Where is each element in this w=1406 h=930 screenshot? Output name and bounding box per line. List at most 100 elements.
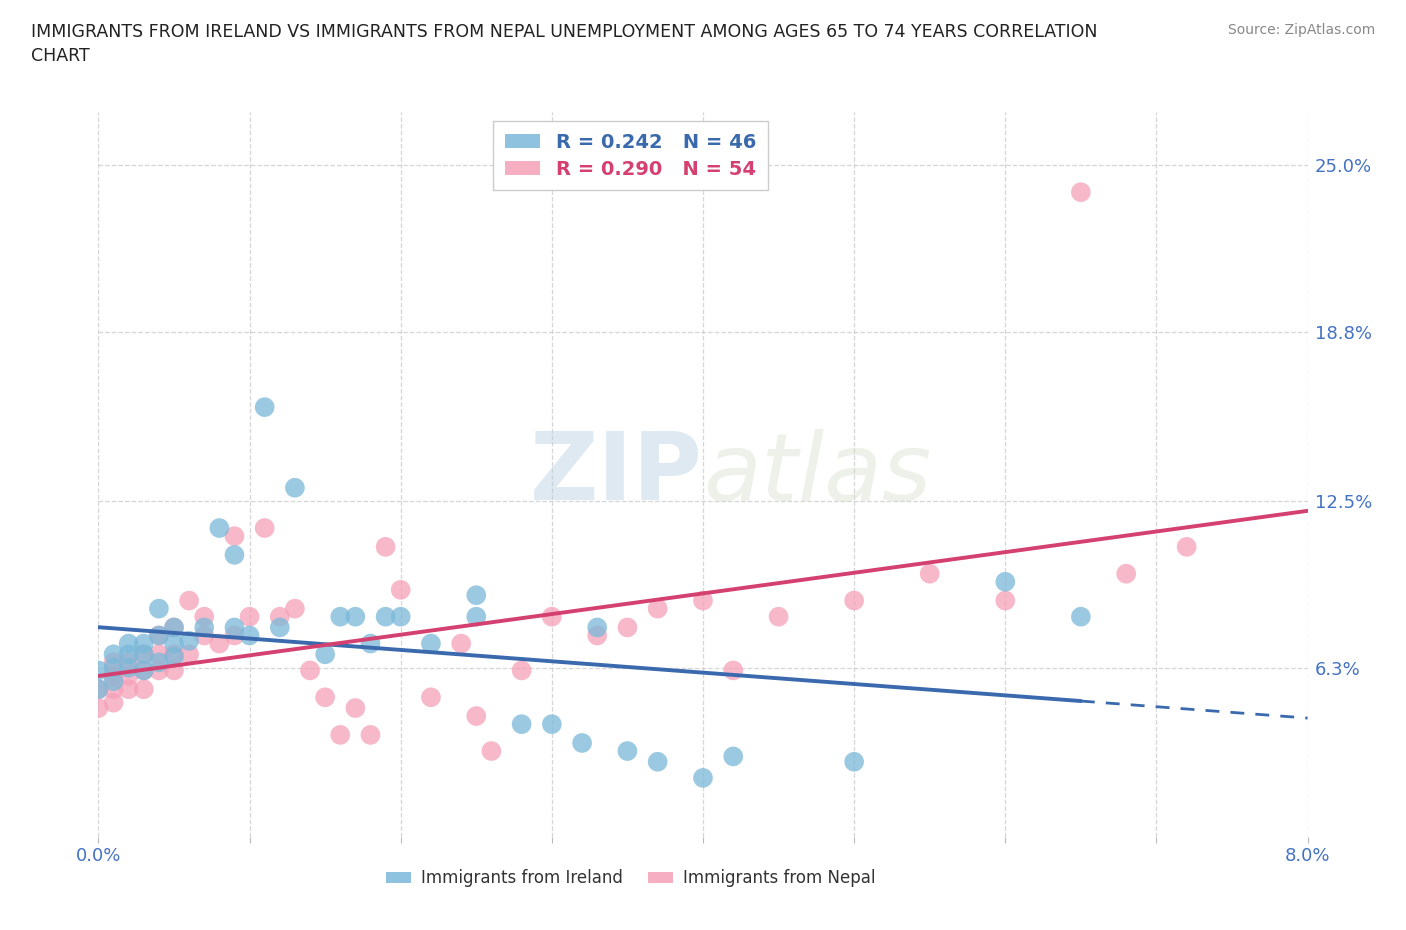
Point [103, 660, 125, 675]
Point [284, 480, 307, 495]
Point [994, 575, 1017, 590]
Point [148, 647, 170, 662]
Point [360, 636, 382, 651]
Point [1070, 609, 1092, 624]
Point [647, 754, 669, 769]
Point [510, 663, 533, 678]
Point [148, 628, 170, 643]
Point [239, 609, 262, 624]
Point [329, 609, 352, 624]
Point [994, 593, 1017, 608]
Point [103, 682, 125, 697]
Point [239, 628, 262, 643]
Point [465, 609, 488, 624]
Point [571, 736, 593, 751]
Point [284, 601, 307, 616]
Legend: Immigrants from Ireland, Immigrants from Nepal: Immigrants from Ireland, Immigrants from… [380, 863, 882, 894]
Point [103, 696, 125, 711]
Point [692, 770, 714, 785]
Point [723, 749, 745, 764]
Point [87, 700, 110, 715]
Point [616, 620, 638, 635]
Point [193, 628, 215, 643]
Point [692, 593, 714, 608]
Point [132, 682, 155, 697]
Point [103, 655, 125, 670]
Point [179, 633, 201, 648]
Point [314, 647, 336, 662]
Point [360, 727, 382, 742]
Point [163, 636, 186, 651]
Point [87, 682, 110, 697]
Point [389, 609, 412, 624]
Point [163, 620, 186, 635]
Point [103, 647, 125, 662]
Point [481, 744, 503, 759]
Point [132, 663, 155, 678]
Point [103, 673, 125, 688]
Point [132, 647, 155, 662]
Point [148, 655, 170, 670]
Point [389, 582, 412, 597]
Point [420, 690, 443, 705]
Point [148, 663, 170, 678]
Point [132, 663, 155, 678]
Point [163, 649, 186, 664]
Point [616, 744, 638, 759]
Point [148, 601, 170, 616]
Point [118, 660, 141, 675]
Point [768, 609, 790, 624]
Point [1175, 539, 1198, 554]
Point [163, 620, 186, 635]
Point [224, 620, 246, 635]
Point [918, 566, 941, 581]
Point [374, 609, 396, 624]
Point [224, 548, 246, 563]
Point [193, 609, 215, 624]
Point [540, 717, 562, 732]
Point [540, 609, 562, 624]
Text: IMMIGRANTS FROM IRELAND VS IMMIGRANTS FROM NEPAL UNEMPLOYMENT AMONG AGES 65 TO 7: IMMIGRANTS FROM IRELAND VS IMMIGRANTS FR… [31, 23, 1098, 65]
Point [224, 628, 246, 643]
Point [723, 663, 745, 678]
Point [374, 539, 396, 554]
Point [148, 628, 170, 643]
Point [208, 521, 231, 536]
Point [344, 700, 367, 715]
Point [193, 620, 215, 635]
Point [647, 601, 669, 616]
Point [586, 628, 609, 643]
Point [1070, 185, 1092, 200]
Point [450, 636, 472, 651]
Point [179, 593, 201, 608]
Point [132, 636, 155, 651]
Point [224, 528, 246, 543]
Point [118, 655, 141, 670]
Point [103, 669, 125, 684]
Point [118, 669, 141, 684]
Point [253, 400, 276, 415]
Point [87, 663, 110, 678]
Point [253, 521, 276, 536]
Point [269, 620, 291, 635]
Point [163, 647, 186, 662]
Text: Source: ZipAtlas.com: Source: ZipAtlas.com [1227, 23, 1375, 37]
Point [465, 709, 488, 724]
Point [208, 636, 231, 651]
Point [844, 593, 866, 608]
Point [329, 727, 352, 742]
Point [87, 682, 110, 697]
Point [118, 636, 141, 651]
Point [299, 663, 322, 678]
Point [465, 588, 488, 603]
Point [844, 754, 866, 769]
Point [586, 620, 609, 635]
Point [179, 647, 201, 662]
Point [163, 663, 186, 678]
Point [269, 609, 291, 624]
Point [510, 717, 533, 732]
Point [1115, 566, 1137, 581]
Point [132, 647, 155, 662]
Point [118, 682, 141, 697]
Point [118, 647, 141, 662]
